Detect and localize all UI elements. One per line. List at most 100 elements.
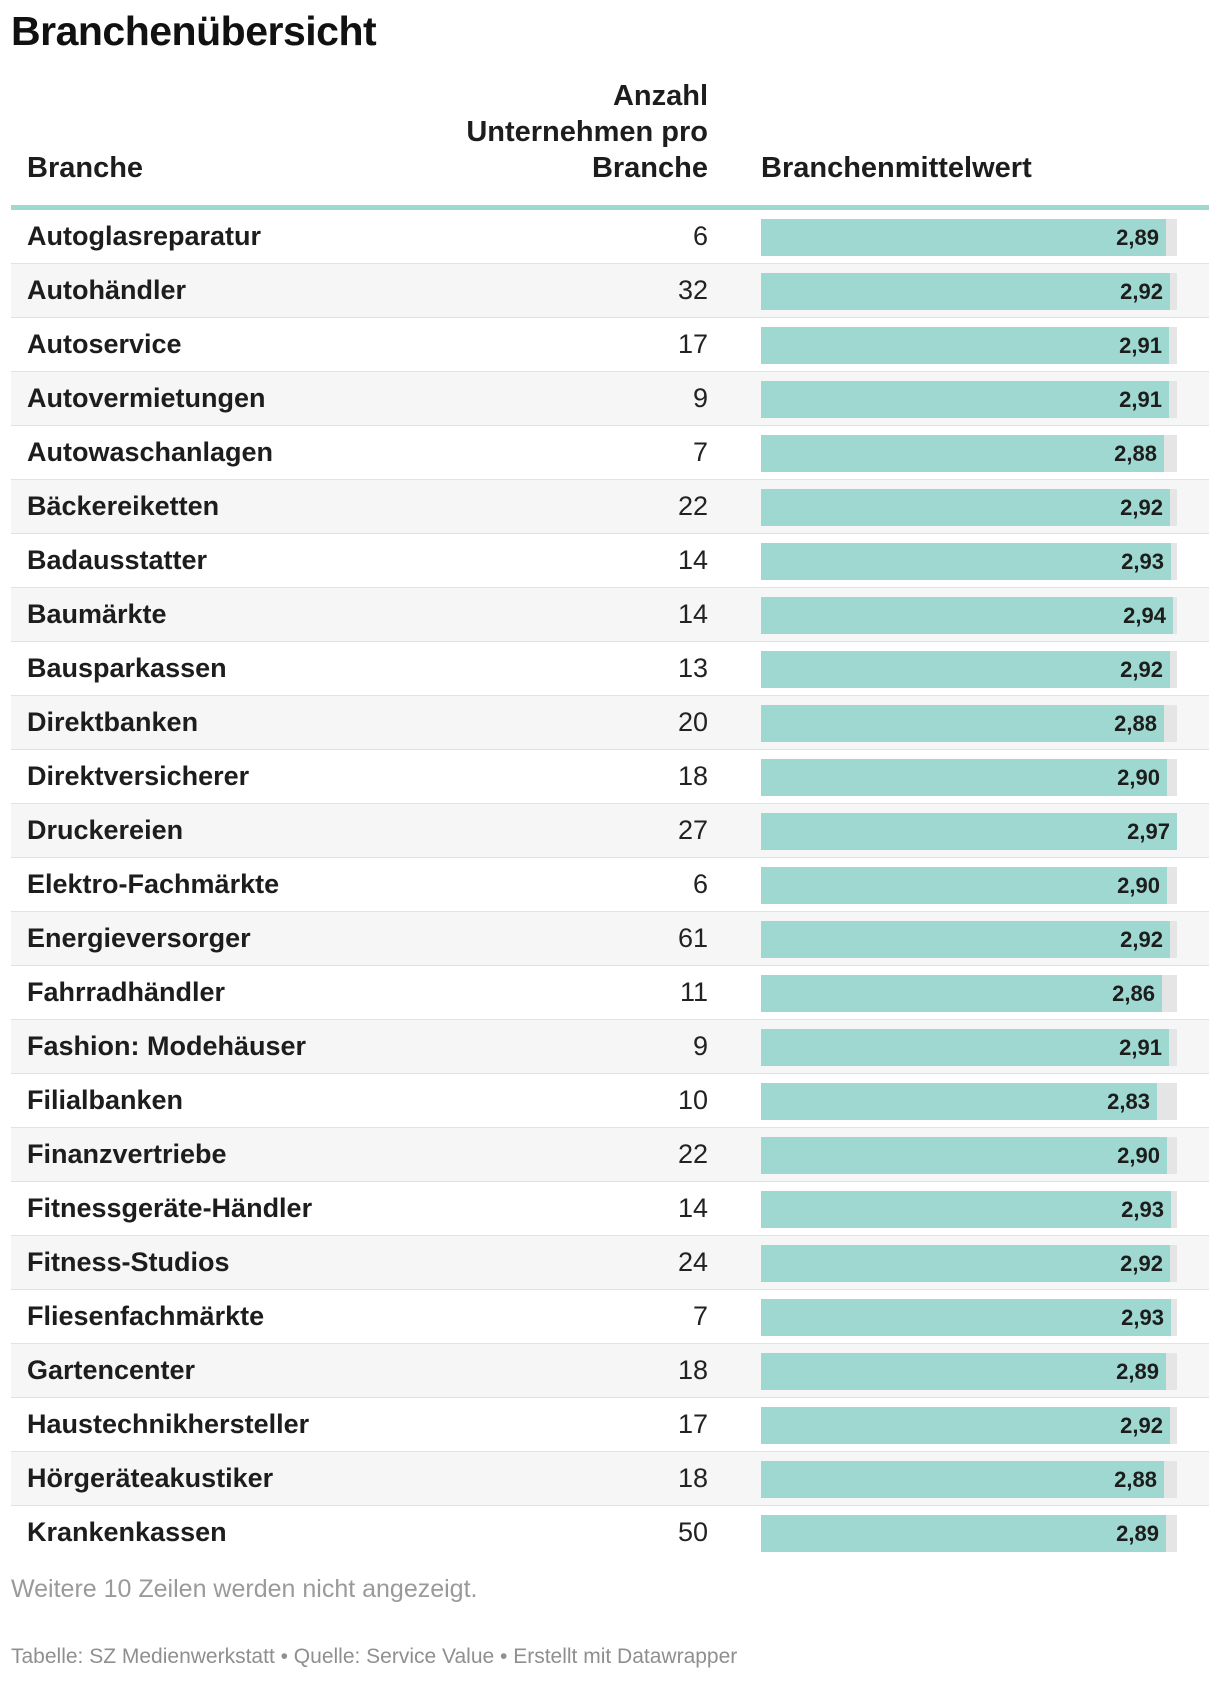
anzahl-cell: 17 <box>677 1409 708 1439</box>
table-row: Druckereien 27 2,97 <box>11 804 1209 858</box>
table-row: Baumärkte 14 2,94 <box>11 588 1209 642</box>
bar-track: 2,88 <box>761 435 1177 472</box>
bar-mark: 2,90 <box>761 867 1167 904</box>
bar-mark: 2,92 <box>761 921 1170 958</box>
anzahl-cell: 18 <box>677 761 708 791</box>
column-header-branche[interactable]: Branche <box>27 152 144 184</box>
table-row: Krankenkassen 50 2,89 <box>11 1506 1209 1559</box>
bar-value-label: 2,92 <box>1120 1413 1163 1438</box>
bar-mark: 2,88 <box>761 435 1164 472</box>
anzahl-cell: 6 <box>692 869 708 899</box>
bar-mark: 2,89 <box>761 219 1166 256</box>
table-row: Gartencenter 18 2,89 <box>11 1344 1209 1398</box>
bar-mark: 2,97 <box>761 813 1177 850</box>
bar-value-label: 2,83 <box>1107 1089 1150 1114</box>
table-row: Bausparkassen 13 2,92 <box>11 642 1209 696</box>
branche-cell: Energieversorger <box>27 923 251 953</box>
branche-cell: Bäckereiketten <box>27 491 220 521</box>
page-title: Branchenübersicht <box>11 8 377 54</box>
bar-value-label: 2,90 <box>1117 873 1160 898</box>
branche-cell: Haustechnikhersteller <box>27 1409 310 1439</box>
bar-value-label: 2,89 <box>1116 1521 1159 1546</box>
bar-track: 2,88 <box>761 705 1177 742</box>
branche-cell: Autovermietungen <box>27 383 266 413</box>
anzahl-cell: 22 <box>677 1139 708 1169</box>
table-row: Filialbanken 10 2,83 <box>11 1074 1209 1128</box>
bar-mark: 2,86 <box>761 975 1162 1012</box>
bar-mark: 2,91 <box>761 1029 1169 1066</box>
branche-cell: Filialbanken <box>27 1085 184 1115</box>
branche-cell: Elektro-Fachmärkte <box>27 869 280 899</box>
bar-mark: 2,92 <box>761 651 1170 688</box>
anzahl-cell: 27 <box>677 815 708 845</box>
table-row: Fitnessgeräte-Händler 14 2,93 <box>11 1182 1209 1236</box>
bar-track: 2,92 <box>761 1407 1177 1444</box>
bar-track: 2,90 <box>761 1137 1177 1174</box>
branche-cell: Krankenkassen <box>27 1517 227 1547</box>
table-row: Fahrradhändler 11 2,86 <box>11 966 1209 1020</box>
bar-track: 2,86 <box>761 975 1177 1012</box>
bar-mark: 2,89 <box>761 1515 1166 1552</box>
bar-value-label: 2,91 <box>1119 387 1162 412</box>
bar-value-label: 2,92 <box>1120 927 1163 952</box>
table-row: Finanzvertriebe 22 2,90 <box>11 1128 1209 1182</box>
bar-mark: 2,92 <box>761 273 1170 310</box>
branche-cell: Baumärkte <box>27 599 167 629</box>
branche-cell: Gartencenter <box>27 1355 196 1385</box>
bar-value-label: 2,94 <box>1123 603 1166 628</box>
bar-track: 2,83 <box>761 1083 1177 1120</box>
bar-mark: 2,91 <box>761 327 1169 364</box>
anzahl-cell: 50 <box>677 1517 708 1547</box>
anzahl-cell: 6 <box>692 221 708 251</box>
anzahl-cell: 7 <box>692 437 708 467</box>
column-header-mittelwert[interactable]: Branchenmittelwert <box>761 152 1032 184</box>
column-header-anzahl[interactable]: Anzahl Unternehmen pro Branche <box>418 78 708 186</box>
anzahl-cell: 22 <box>677 491 708 521</box>
branche-cell: Fitnessgeräte-Händler <box>27 1193 313 1223</box>
bar-track: 2,91 <box>761 327 1177 364</box>
branche-cell: Autoglasreparatur <box>27 221 262 251</box>
bar-track: 2,89 <box>761 1515 1177 1552</box>
table-row: Fashion: Modehäuser 9 2,91 <box>11 1020 1209 1074</box>
table-row: Energieversorger 61 2,92 <box>11 912 1209 966</box>
branche-cell: Fliesenfachmärkte <box>27 1301 265 1331</box>
branche-cell: Finanzvertriebe <box>27 1139 227 1169</box>
table-row: Direktversicherer 18 2,90 <box>11 750 1209 804</box>
bar-value-label: 2,88 <box>1114 441 1157 466</box>
bar-mark: 2,93 <box>761 1191 1171 1228</box>
table-row: Haustechnikhersteller 17 2,92 <box>11 1398 1209 1452</box>
table-row: Bäckereiketten 22 2,92 <box>11 480 1209 534</box>
bar-value-label: 2,92 <box>1120 1251 1163 1276</box>
table-row: Fitness-Studios 24 2,92 <box>11 1236 1209 1290</box>
anzahl-cell: 18 <box>677 1463 708 1493</box>
branche-cell: Fitness-Studios <box>27 1247 230 1277</box>
bar-value-label: 2,89 <box>1116 1359 1159 1384</box>
table-body: Autoglasreparatur 6 2,89 Autohändler 32 2,92 A… <box>11 210 1209 1559</box>
anzahl-cell: 14 <box>677 1193 708 1223</box>
anzahl-cell: 32 <box>677 275 708 305</box>
anzahl-cell: 11 <box>679 977 708 1007</box>
bar-mark: 2,90 <box>761 759 1167 796</box>
bar-track: 2,91 <box>761 1029 1177 1066</box>
table-row: Autovermietungen 9 2,91 <box>11 372 1209 426</box>
branche-cell: Hörgeräteakustiker <box>27 1463 274 1493</box>
header-divider <box>11 205 1209 210</box>
bar-track: 2,89 <box>761 219 1177 256</box>
bar-track: 2,92 <box>761 1245 1177 1282</box>
anzahl-cell: 17 <box>677 329 708 359</box>
anzahl-cell: 14 <box>677 599 708 629</box>
bar-mark: 2,93 <box>761 543 1171 580</box>
bar-value-label: 2,90 <box>1117 765 1160 790</box>
column-header-anzahl-text: Anzahl Unternehmen pro Branche <box>466 80 708 184</box>
bar-track: 2,89 <box>761 1353 1177 1390</box>
bar-value-label: 2,91 <box>1119 1035 1162 1060</box>
bar-value-label: 2,86 <box>1112 981 1155 1006</box>
bar-mark: 2,92 <box>761 1407 1170 1444</box>
anzahl-cell: 9 <box>692 1031 708 1061</box>
bar-value-label: 2,89 <box>1116 225 1159 250</box>
table-row: Autowaschanlagen 7 2,88 <box>11 426 1209 480</box>
bar-track: 2,90 <box>761 759 1177 796</box>
bar-value-label: 2,92 <box>1120 279 1163 304</box>
anzahl-cell: 13 <box>677 653 708 683</box>
branche-cell: Direktbanken <box>27 707 199 737</box>
